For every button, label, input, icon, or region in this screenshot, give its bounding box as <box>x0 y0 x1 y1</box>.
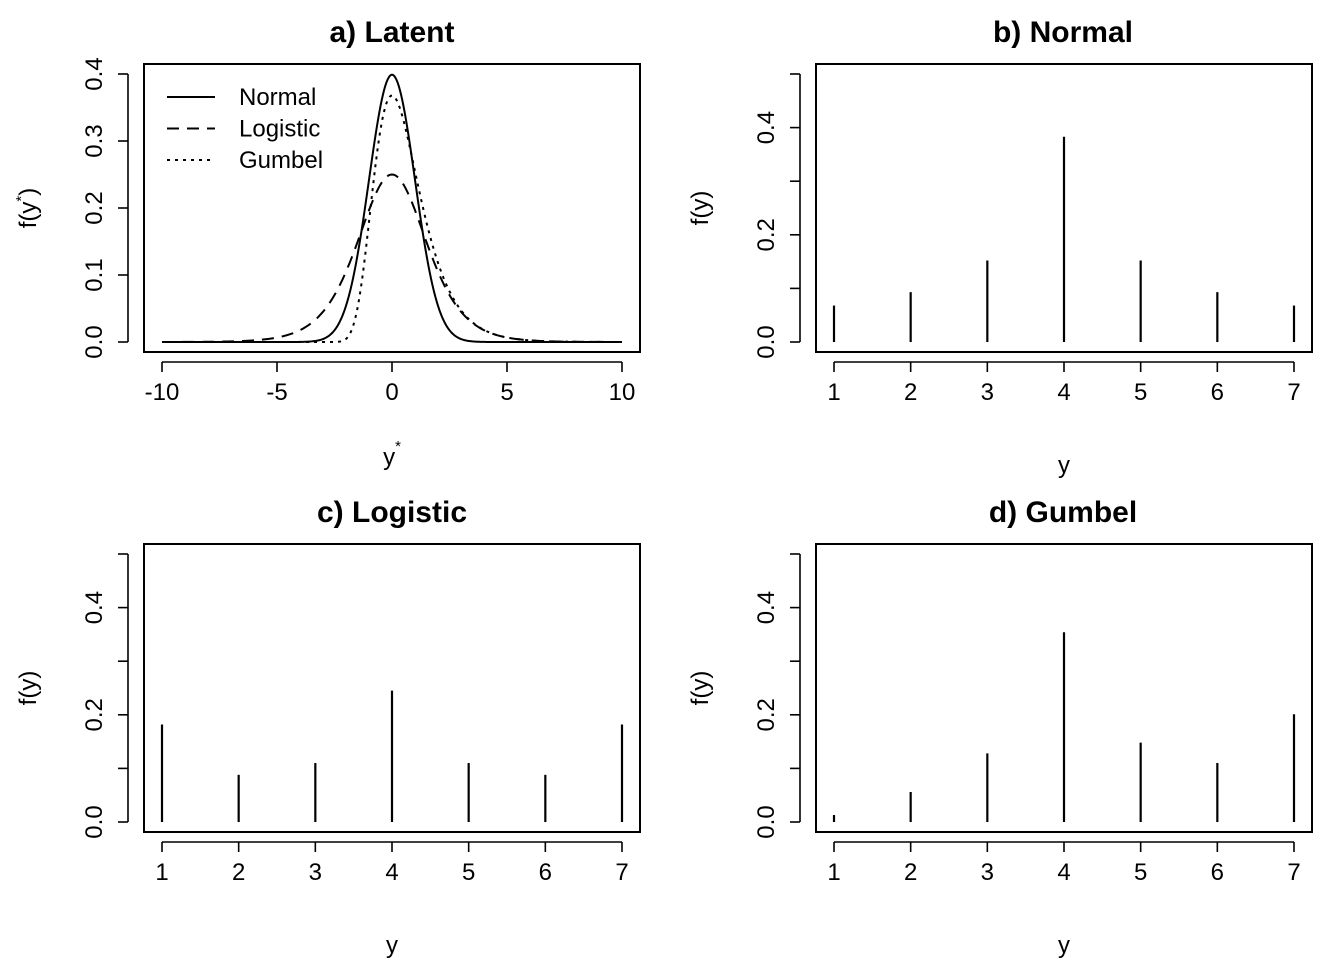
y-tick-label: 0.0 <box>753 325 780 358</box>
y-axis-label-sup: * <box>13 196 30 202</box>
x-tick-label: 5 <box>1134 859 1147 886</box>
chart-title: b) Normal <box>993 16 1133 49</box>
x-tick-label: 10 <box>609 379 636 406</box>
y-axis-label: f(y) <box>15 671 42 706</box>
x-tick-label: 5 <box>462 859 475 886</box>
x-axis-label: y* <box>383 438 401 471</box>
y-axis-label-paren: ) <box>687 191 714 199</box>
y-tick-label: 0.0 <box>753 805 780 838</box>
y-axis-label-func: f <box>15 221 42 228</box>
y-tick-label: 0.1 <box>81 258 108 291</box>
x-tick-label: 6 <box>539 859 552 886</box>
x-tick-label: 4 <box>385 859 398 886</box>
x-tick-label: 1 <box>155 859 168 886</box>
y-tick-label: 0.4 <box>753 591 780 624</box>
panel-a: a) Latent-10 -5 0 5 100.00.10.20.30.4f(y*)y*… <box>13 16 641 471</box>
x-tick-label: 4 <box>1057 379 1070 406</box>
y-axis-label-var: y <box>687 679 714 691</box>
chart-title: a) Latent <box>329 16 454 49</box>
x-axis-label-sup: * <box>395 438 401 455</box>
x-tick-label: 7 <box>615 859 628 886</box>
x-tick-label: 7 <box>1287 379 1300 406</box>
y-axis-label-paren: ( <box>15 214 42 222</box>
legend-label: Logistic <box>239 116 320 143</box>
legend-label: Gumbel <box>239 147 323 174</box>
x-tick-label: 2 <box>232 859 245 886</box>
x-tick-label: 4 <box>1057 859 1070 886</box>
x-tick-label: 5 <box>500 379 513 406</box>
y-axis-label-var: y <box>15 202 42 214</box>
y-tick-label: 0.4 <box>81 57 108 90</box>
y-axis-label-func: f <box>687 218 714 225</box>
y-tick-label: 0.4 <box>81 591 108 624</box>
y-axis-label-paren: ( <box>15 691 42 699</box>
legend-label: Normal <box>239 84 316 111</box>
x-tick-label: 0 <box>385 379 398 406</box>
y-axis-label-func: f <box>15 698 42 705</box>
chart-title: d) Gumbel <box>989 496 1137 529</box>
x-axis-label: y <box>1058 932 1070 959</box>
y-tick-label: 0.0 <box>81 325 108 358</box>
y-axis-label-paren: ) <box>15 671 42 679</box>
x-axis-label: y <box>386 932 398 959</box>
y-axis-label-paren: ) <box>687 671 714 679</box>
y-tick-label: 0.0 <box>81 805 108 838</box>
y-axis-label-var: y <box>15 679 42 691</box>
plot-frame <box>815 63 1313 353</box>
y-tick-label: 0.2 <box>81 698 108 731</box>
x-tick-label: 6 <box>1211 379 1224 406</box>
x-tick-label: -10 <box>145 379 180 406</box>
series-line-logistic <box>162 173 622 343</box>
series-line-normal <box>162 73 622 343</box>
series-line-gumbel <box>162 94 622 343</box>
x-tick-label: 5 <box>1134 379 1147 406</box>
y-tick-label: 0.3 <box>81 124 108 157</box>
x-tick-label: 1 <box>827 859 840 886</box>
y-axis-label-paren: ( <box>687 691 714 699</box>
x-axis-label-var: y <box>383 444 395 471</box>
x-tick-label: 2 <box>904 379 917 406</box>
y-axis-label-func: f <box>687 698 714 705</box>
legend: Normal Logistic Gumbel <box>167 84 323 174</box>
x-tick-label: 3 <box>309 859 322 886</box>
plot-frame <box>143 543 641 833</box>
y-tick-label: 0.2 <box>81 191 108 224</box>
plot-frame <box>143 63 641 353</box>
x-tick-label: 6 <box>1211 859 1224 886</box>
plot-frame <box>815 543 1313 833</box>
x-axis-label: y <box>1058 452 1070 479</box>
y-tick-label: 0.2 <box>753 698 780 731</box>
y-tick-label: 0.4 <box>753 111 780 144</box>
y-axis-label: f(y) <box>687 191 714 226</box>
y-axis-label-paren: ( <box>687 211 714 219</box>
y-axis-label: f(y*) <box>13 188 42 229</box>
y-tick-label: 0.2 <box>753 218 780 251</box>
x-tick-label: -5 <box>266 379 287 406</box>
x-tick-label: 2 <box>904 859 917 886</box>
y-axis-label: f(y) <box>687 671 714 706</box>
x-tick-label: 7 <box>1287 859 1300 886</box>
x-tick-label: 3 <box>981 859 994 886</box>
chart-title: c) Logistic <box>317 496 467 529</box>
y-axis-label-var: y <box>687 199 714 211</box>
x-tick-label: 3 <box>981 379 994 406</box>
y-axis-label-paren: ) <box>15 188 42 196</box>
x-tick-label: 1 <box>827 379 840 406</box>
